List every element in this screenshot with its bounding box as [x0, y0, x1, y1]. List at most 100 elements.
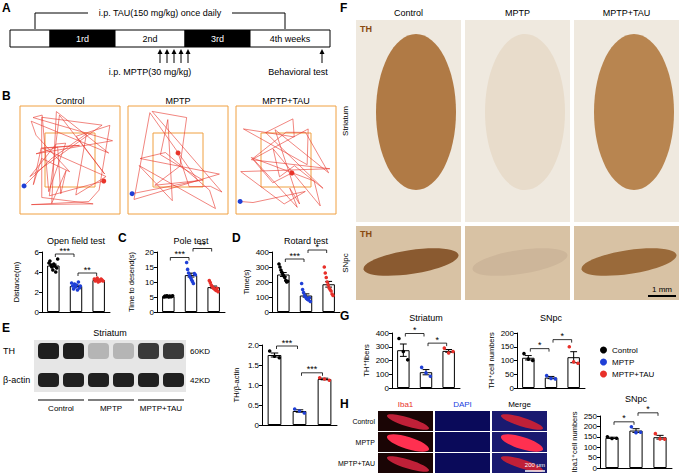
svg-text:**: **	[84, 265, 92, 275]
svg-text:***: ***	[174, 249, 185, 259]
svg-text:Control: Control	[48, 404, 74, 413]
svg-text:2.0: 2.0	[248, 341, 260, 350]
svg-text:Control: Control	[352, 418, 375, 425]
svg-text:300: 300	[256, 263, 270, 272]
svg-text:*: *	[538, 340, 542, 350]
svg-text:MPTP: MPTP	[165, 96, 190, 106]
svg-text:E: E	[2, 321, 10, 335]
svg-text:2: 2	[35, 288, 40, 297]
svg-text:MPTP+TAU: MPTP+TAU	[612, 370, 655, 379]
svg-text:MPTP+TAU: MPTP+TAU	[262, 96, 310, 106]
svg-text:5: 5	[150, 293, 155, 302]
svg-text:200: 200	[376, 356, 390, 365]
svg-text:0: 0	[35, 308, 40, 317]
svg-text:SNpc: SNpc	[625, 394, 648, 404]
svg-text:3rd: 3rd	[211, 34, 224, 44]
svg-text:*: *	[561, 331, 565, 341]
svg-text:15: 15	[145, 263, 154, 272]
svg-text:i.p. MPTP(30 mg/kg): i.p. MPTP(30 mg/kg)	[109, 67, 192, 77]
svg-text:Striatum: Striatum	[341, 106, 350, 136]
svg-text:150: 150	[584, 432, 598, 441]
svg-text:150: 150	[501, 342, 515, 351]
svg-text:0: 0	[385, 384, 390, 393]
svg-text:60KD: 60KD	[190, 347, 210, 356]
svg-text:1rd: 1rd	[76, 34, 89, 44]
svg-text:H: H	[340, 397, 349, 411]
svg-text:TH⁺fibers: TH⁺fibers	[362, 344, 371, 377]
svg-text:TH⁺cell numbers: TH⁺cell numbers	[487, 332, 496, 389]
svg-text:Iba1: Iba1	[398, 400, 414, 409]
svg-text:0: 0	[510, 384, 515, 393]
svg-text:2nd: 2nd	[142, 34, 157, 44]
svg-text:Iba1⁺cell numbers: Iba1⁺cell numbers	[570, 411, 579, 472]
svg-text:Pole test: Pole test	[173, 236, 209, 246]
svg-text:200: 200	[256, 278, 270, 287]
svg-text:100: 100	[376, 370, 390, 379]
svg-text:200: 200	[584, 422, 598, 431]
svg-text:200: 200	[501, 329, 515, 338]
svg-text:i.p. TAU(150 mg/kg) once daily: i.p. TAU(150 mg/kg) once daily	[99, 8, 222, 18]
svg-text:Control: Control	[55, 96, 84, 106]
svg-text:MPTP+TAU: MPTP+TAU	[603, 8, 651, 18]
svg-text:MPTP: MPTP	[612, 358, 634, 367]
svg-text:Behavioral test: Behavioral test	[268, 67, 328, 77]
svg-text:1.5: 1.5	[248, 361, 260, 370]
svg-text:100: 100	[256, 293, 270, 302]
svg-text:250: 250	[584, 412, 598, 421]
svg-text:Merge: Merge	[508, 400, 531, 409]
svg-text:Striatum: Striatum	[409, 313, 443, 323]
svg-text:MPTP: MPTP	[356, 439, 376, 446]
svg-text:*: *	[622, 413, 626, 423]
svg-text:C: C	[118, 231, 127, 245]
svg-text:50: 50	[505, 370, 514, 379]
svg-text:Distance(m): Distance(m)	[12, 261, 21, 302]
svg-text:400: 400	[256, 248, 270, 257]
svg-text:200 μm: 200 μm	[525, 462, 545, 468]
svg-text:***: ***	[59, 246, 70, 256]
svg-text:TH: TH	[360, 24, 372, 34]
svg-text:Striatum: Striatum	[93, 328, 127, 338]
svg-text:100: 100	[584, 443, 598, 452]
svg-text:42KD: 42KD	[190, 376, 210, 385]
svg-text:***: ***	[289, 251, 300, 261]
svg-text:SNpc: SNpc	[540, 313, 563, 323]
svg-text:Control: Control	[612, 346, 638, 355]
svg-text:A: A	[2, 1, 11, 15]
svg-text:MPTP+TAU: MPTP+TAU	[338, 460, 375, 467]
svg-text:50: 50	[588, 453, 597, 462]
svg-text:MPTP: MPTP	[505, 8, 530, 18]
svg-text:*: *	[413, 325, 417, 335]
svg-text:MPTP: MPTP	[100, 404, 122, 413]
svg-text:0: 0	[593, 464, 598, 473]
svg-text:***: ***	[282, 338, 293, 348]
svg-text:Control: Control	[394, 8, 423, 18]
svg-text:B: B	[2, 89, 11, 103]
svg-text:D: D	[232, 231, 241, 245]
svg-text:100: 100	[501, 356, 515, 365]
svg-text:DAPI: DAPI	[453, 400, 472, 409]
svg-text:Time to desend(s): Time to desend(s)	[127, 251, 136, 312]
svg-text:Time(s): Time(s)	[242, 269, 251, 295]
svg-text:1 mm: 1 mm	[652, 285, 672, 294]
svg-text:4: 4	[35, 268, 40, 277]
svg-text:Rotard test: Rotard test	[284, 236, 329, 246]
svg-text:0: 0	[265, 308, 270, 317]
svg-text:300: 300	[376, 342, 390, 351]
svg-text:0: 0	[150, 308, 155, 317]
svg-text:G: G	[340, 309, 349, 323]
svg-text:F: F	[340, 1, 347, 15]
svg-text:TH: TH	[3, 346, 15, 356]
svg-text:Open field test: Open field test	[47, 236, 106, 246]
svg-text:10: 10	[145, 278, 154, 287]
svg-text:4th weeks: 4th weeks	[270, 34, 311, 44]
svg-text:TH/β-actin: TH/β-actin	[232, 368, 241, 403]
svg-text:400: 400	[376, 329, 390, 338]
svg-text:*: *	[646, 404, 650, 414]
svg-text:6: 6	[35, 248, 40, 257]
svg-text:SNpc: SNpc	[341, 253, 350, 273]
svg-text:***: ***	[307, 364, 318, 374]
svg-text:20: 20	[145, 248, 154, 257]
svg-text:TH: TH	[360, 229, 372, 239]
svg-text:MPTP+TAU: MPTP+TAU	[140, 404, 183, 413]
svg-text:0: 0	[255, 421, 260, 430]
